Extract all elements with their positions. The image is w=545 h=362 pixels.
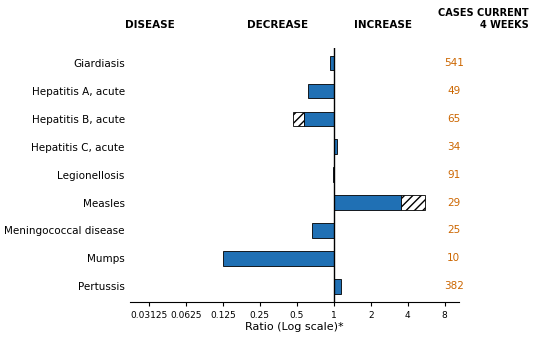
Text: CASES CURRENT
4 WEEKS: CASES CURRENT 4 WEEKS	[438, 8, 529, 30]
Text: INCREASE: INCREASE	[354, 20, 411, 30]
Text: 65: 65	[447, 114, 461, 124]
Bar	[334, 139, 337, 154]
Text: 34: 34	[447, 142, 461, 152]
Bar	[308, 84, 334, 98]
Bar	[330, 56, 334, 70]
Text: 49: 49	[447, 86, 461, 96]
Bar	[293, 111, 304, 126]
Bar	[334, 279, 341, 294]
Bar	[333, 167, 334, 182]
Text: DECREASE: DECREASE	[247, 20, 308, 30]
Text: 382: 382	[444, 281, 464, 291]
Bar	[334, 195, 401, 210]
Text: 541: 541	[444, 58, 464, 68]
Text: 10: 10	[447, 253, 461, 264]
Bar	[304, 111, 334, 126]
Bar	[401, 195, 425, 210]
Text: 91: 91	[447, 170, 461, 180]
Bar	[312, 223, 334, 238]
Text: 25: 25	[447, 226, 461, 236]
Bar	[223, 251, 334, 266]
X-axis label: Ratio (Log scale)*: Ratio (Log scale)*	[245, 323, 344, 332]
Text: 29: 29	[447, 198, 461, 207]
Text: DISEASE: DISEASE	[125, 20, 174, 30]
